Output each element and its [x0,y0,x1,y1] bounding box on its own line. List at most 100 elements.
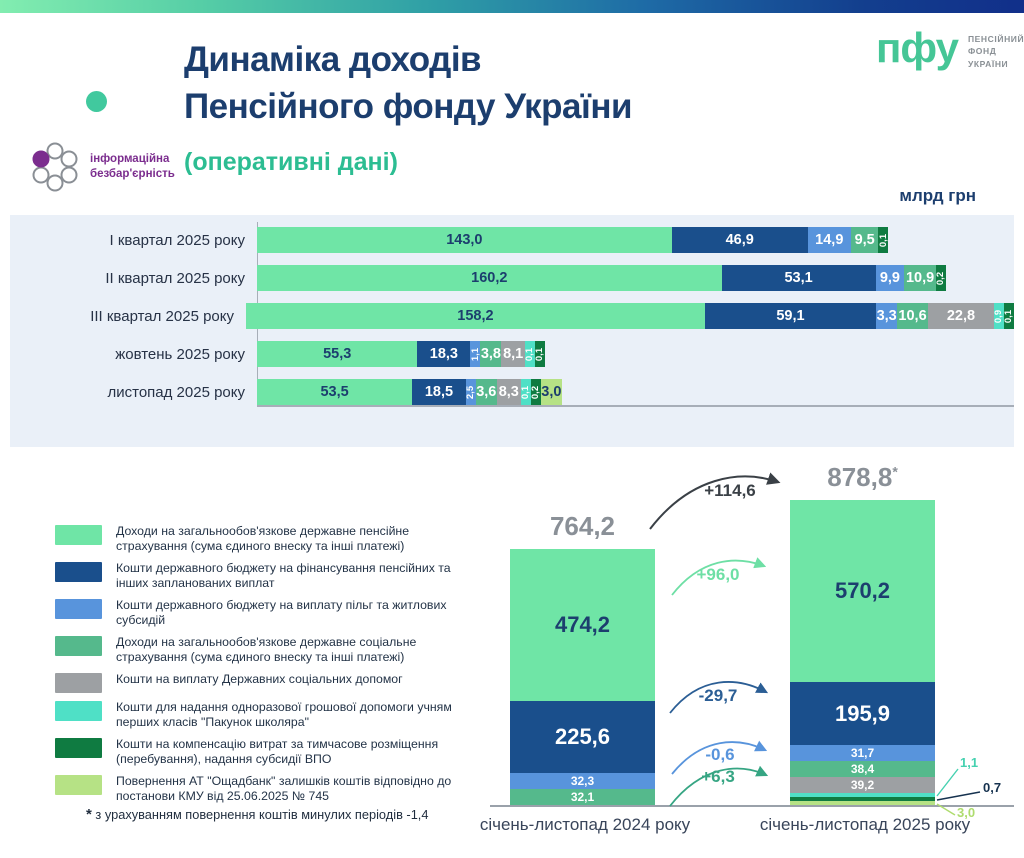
chart-row: ІІ квартал 2025 року 160,2 53,1 9,9 10,9 0,2 [10,259,1014,297]
bar-segment: 2,5 [465,379,477,405]
chart-baseline [490,805,1014,807]
bar-segment-value: 160,2 [471,270,508,286]
bar-segment: 59,1 [704,303,877,329]
column-segment: 225,6 [510,700,655,773]
stacked-bar: 160,2 53,1 9,9 10,9 0,2 [257,265,946,291]
bar-segment: 0,2 [530,379,542,405]
bar-segment-value: 158,2 [457,308,494,324]
change-arrow-value: -0,6 [705,745,735,764]
pfu-name-line3: УКРАЇНИ [967,58,1009,69]
change-arrow-value: +96,0 [696,565,740,584]
footnote-marker: * [86,806,92,823]
page-title-line1: Динаміка доходів [184,40,482,79]
bar-segment: 9,5 [850,227,879,253]
accent-dot-icon [86,91,107,112]
leader-line [936,791,981,801]
category-label: листопад 2025 року [107,383,245,401]
bar-segment-value: 9,5 [854,232,875,248]
column-segment-value: 31,7 [850,746,875,760]
pfu-name-line2: ФОНД [967,46,997,57]
footnote-text: з урахуванням повернення коштів минулих … [95,807,429,822]
stacked-bar: 55,3 18,3 1,1 3,8 8,1 0,1 0,1 [257,341,545,367]
legend-label: Доходи на загальнообов'язкове державне п… [116,524,410,553]
bar-segment-value: 0,2 [530,385,542,399]
bar-segment-value: 14,9 [815,232,844,248]
legend-item: Кошти на компенсацію витрат за тимчасове… [55,737,455,767]
accessibility-logo-text: інформаційна безбар'єрність [90,152,175,182]
bar-segment: 0,2 [935,265,947,291]
column-segment [790,801,935,805]
outside-segment-value: 0,7 [983,780,1002,795]
header-gradient-bar [0,0,1024,13]
bar-segment-value: 0,2 [935,271,947,285]
column-category-label: січень-листопад 2025 року [759,815,971,834]
bar-segment: 3,6 [475,379,497,405]
units-label: млрд грн [899,186,976,205]
footnote: * з урахуванням повернення коштів минули… [86,806,431,823]
yearly-comparison-chart: 764,2 474,2 225,6 32,3 32,1 січень-листопад 2… [480,462,1024,858]
legend-item: Доходи на загальнообов'язкове державне п… [55,524,455,554]
legend-label: Повернення АТ "Ощадбанк" залишків коштів… [116,774,452,803]
bar-segment-value: 22,8 [946,308,976,324]
column-category-label: січень-листопад 2024 року [479,815,691,834]
bar-segment-value: 55,3 [323,346,352,362]
bar-segment: 1,1 [470,341,481,367]
bar-segment-value: 3,6 [476,384,497,400]
column-segment-value: 570,2 [834,578,891,604]
bar-segment: 46,9 [671,227,808,253]
chart-row: І квартал 2025 року 143,0 46,9 14,9 9,5 0,1 [10,221,1014,259]
bar-segment: 9,9 [875,265,905,291]
column-segment: 38,4 [790,761,935,777]
outside-segment-value: 3,0 [957,805,976,820]
column-total: 878,8* [827,461,898,492]
column-segment: 474,2 [510,549,655,701]
pfu-logo-name: ПЕНСІЙНИЙ ФОНД УКРАЇНИ [968,33,1024,70]
bar-segment: 0,9 [994,303,1005,329]
legend-item: Кошти державного бюджету на виплату піль… [55,598,455,628]
bar-segment: 158,2 [246,303,705,329]
column-segment: 32,1 [510,789,655,805]
legend-swatch [55,599,102,619]
change-arrow-value: +6,3 [701,767,735,786]
legend-item: Кошти для надання одноразової грошової д… [55,700,455,730]
legend-swatch [55,525,102,545]
legend-item: Кошти на виплату Державних соціальних до… [55,672,455,693]
bar-segment-value: 46,9 [725,232,754,248]
page-subtitle: (оперативні дані) [184,148,398,176]
year-column: 878,8* 570,2 195,9 31,7 38,4 39,2 [790,462,935,805]
bar-segment: 18,3 [417,341,471,367]
accessibility-text-line2: безбар'єрність [90,168,175,180]
legend-item: Повернення АТ "Ощадбанк" залишків коштів… [55,774,455,804]
accessibility-logo: інформаційна безбар'єрність [28,140,175,194]
stacked-bar: 158,2 59,1 3,3 10,6 22,8 0,9 0,1 [246,303,1015,329]
column-segment-value: 32,1 [570,790,595,804]
bar-segment-value: 10,9 [905,270,935,286]
bar-segment: 8,3 [496,379,521,405]
bar-segment: 0,1 [877,227,889,253]
legend-item: Доходи на загальнообов'язкове державне с… [55,635,455,665]
legend-label: Кошти державного бюджету на фінансування… [116,561,451,590]
legend-label: Кошти на компенсацію витрат за тимчасове… [116,737,439,766]
column-segment-value: 39,2 [850,778,875,792]
column-segment: 39,2 [790,777,935,793]
bar-segment: 8,1 [501,341,525,367]
change-arrow-value: -29,7 [698,686,738,705]
bar-segment: 3,8 [480,341,502,367]
bar-segment-value: 143,0 [446,232,483,248]
bar-segment-value: 8,3 [498,384,519,400]
bar-segment-value: 0,1 [877,233,889,247]
outside-segment-value: 1,1 [960,755,979,770]
accessibility-text-line1: інформаційна [90,153,170,166]
bar-segment-value: 53,5 [320,384,349,400]
page-title: Динаміка доходів Пенсійного фонду Україн… [184,36,633,130]
column-segment: 570,2 [790,499,935,683]
column-segment: 31,7 [790,745,935,761]
bar-segment: 14,9 [807,227,851,253]
bar-segment-value: 2,5 [465,385,477,399]
bar-segment-value: 59,1 [776,308,805,324]
legend-label: Доходи на загальнообов'язкове державне с… [116,635,417,664]
year-column: 764,2 474,2 225,6 32,3 32,1 [510,511,655,805]
chart-legend: Доходи на загальнообов'язкове державне п… [55,524,455,811]
bar-segment-value: 9,9 [879,270,900,286]
column-segment [790,797,935,801]
